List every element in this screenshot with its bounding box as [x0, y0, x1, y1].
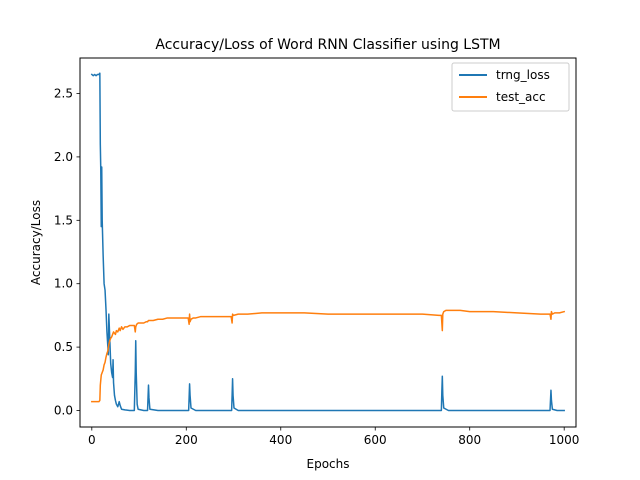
y-tick-label: 0.0 [54, 404, 73, 418]
y-tick-label: 2.0 [54, 150, 73, 164]
x-tick-label: 1000 [549, 433, 580, 447]
tick-layer: 0 200 400 600 800 1000 0.0 0.5 1.0 1.5 2.0 2.5 [54, 87, 580, 447]
chart-title: Accuracy/Loss of Word RNN Classifier usi… [155, 37, 500, 53]
plot-area-frame [79, 57, 577, 428]
y-axis-label: Accuracy/Loss [29, 200, 43, 285]
y-tick-label: 2.5 [54, 87, 73, 101]
y-tick-label: 0.5 [54, 340, 73, 354]
series-line-test-acc [91, 309, 566, 403]
series-layer [90, 72, 566, 412]
x-axis-label: Epochs [307, 457, 350, 471]
x-tick-label: 600 [364, 433, 387, 447]
y-tick-label: 1.0 [54, 277, 73, 291]
x-tick-label: 800 [458, 433, 481, 447]
series-line-trng-loss [90, 72, 565, 412]
x-tick-label: 200 [175, 433, 198, 447]
x-tick-label: 400 [269, 433, 292, 447]
legend-label-test-acc: test_acc [496, 90, 546, 104]
legend-label-trng-loss: trng_loss [496, 68, 550, 82]
y-tick-label: 1.5 [54, 213, 73, 227]
legend: trng_loss test_acc [451, 62, 570, 112]
x-tick-label: 0 [88, 433, 96, 447]
